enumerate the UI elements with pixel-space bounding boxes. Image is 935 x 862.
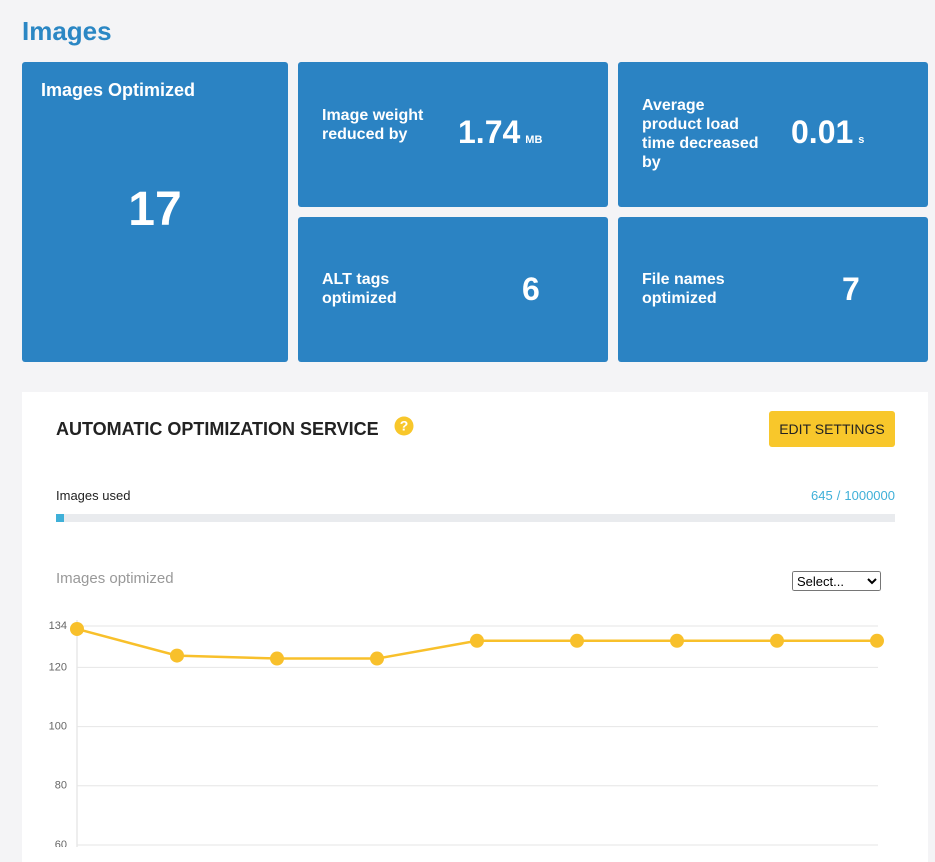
- stat-label: ALT tags optimized: [322, 270, 432, 308]
- stat-value: 1.74: [458, 114, 520, 150]
- chart: Images optimized 134 120 100 80 60: [22, 392, 928, 847]
- service-panel: AUTOMATIC OPTIMIZATION SERVICE ? EDIT SE…: [22, 392, 928, 862]
- point: [870, 634, 884, 648]
- y-tick-label: 120: [49, 661, 67, 673]
- stat-value: 17: [22, 182, 288, 237]
- stat-label: Image weight reduced by: [322, 106, 432, 144]
- point: [470, 634, 484, 648]
- stat-label: Average product load time decreased by: [642, 96, 762, 172]
- stat-card: Average product load time decreased by 0…: [618, 62, 928, 207]
- point: [170, 649, 184, 663]
- y-tick-label: 100: [49, 721, 67, 733]
- stat-unit: MB: [525, 134, 542, 146]
- stat-value: 7: [842, 271, 860, 308]
- stat-value: 6: [522, 271, 540, 308]
- stat-value-group: 0.01 s: [791, 114, 864, 151]
- point: [570, 634, 584, 648]
- stat-unit: s: [858, 134, 864, 146]
- stat-card: ALT tags optimized 6: [298, 217, 608, 362]
- stat-label: File names optimized: [642, 270, 752, 308]
- point: [270, 652, 284, 666]
- y-tick-label: 134: [49, 620, 67, 632]
- stat-value: 0.01: [791, 114, 853, 150]
- stat-card: Image weight reduced by 1.74 MB: [298, 62, 608, 207]
- stat-label: Images Optimized: [41, 81, 195, 100]
- chart-title: Images optimized: [56, 570, 174, 587]
- stat-value-group: 1.74 MB: [458, 114, 542, 151]
- stat-card: File names optimized 7: [618, 217, 928, 362]
- point: [70, 622, 84, 636]
- page-title: Images: [22, 16, 112, 47]
- point: [770, 634, 784, 648]
- point: [670, 634, 684, 648]
- stat-card: Images Optimized 17: [22, 62, 288, 362]
- y-tick-label: 60: [55, 839, 67, 847]
- point: [370, 652, 384, 666]
- y-tick-label: 80: [55, 780, 67, 792]
